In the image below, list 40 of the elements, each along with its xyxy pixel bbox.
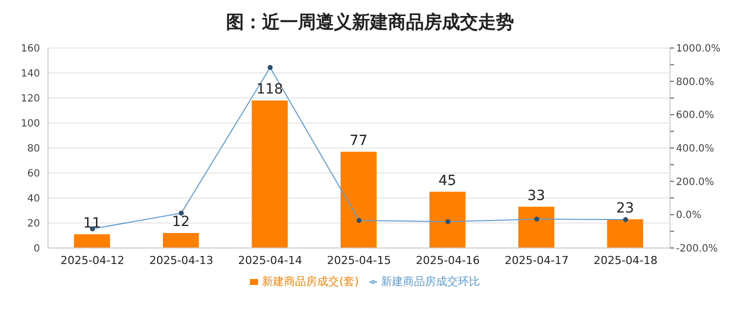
y2-tick-label: 600.0% <box>676 110 714 122</box>
y-tick-label: 140 <box>20 68 40 80</box>
bar <box>252 100 288 248</box>
y-tick-label: 40 <box>27 194 40 205</box>
y-tick-label: 100 <box>20 118 40 130</box>
data-label: 33 <box>527 188 546 204</box>
x-tick-label: 2025-04-12 <box>60 254 124 267</box>
y-tick-label: 80 <box>27 144 40 155</box>
y-tick-label: 0 <box>34 244 40 255</box>
x-tick-label: 2025-04-14 <box>238 254 302 267</box>
data-label: 12 <box>172 214 190 230</box>
y2-tick-label: -200.0% <box>676 244 718 255</box>
chart-title: 图：近一周遵义新建商品房成交走势 <box>225 11 515 35</box>
bar <box>340 152 377 248</box>
x-tick-label: 2025-04-18 <box>594 254 658 267</box>
y-tick-label: 60 <box>27 168 40 180</box>
y-tick-label: 160 <box>20 44 40 55</box>
y2-tick-label: 800.0% <box>676 76 714 88</box>
x-tick-label: 2025-04-17 <box>504 254 569 267</box>
data-label: 118 <box>256 82 284 98</box>
bar <box>162 233 199 248</box>
y-tick-label: 120 <box>20 94 40 105</box>
x-tick-label: 2025-04-16 <box>416 254 480 267</box>
y2-tick-label: 1000.0% <box>676 44 720 55</box>
y2-tick-label: 0.0% <box>676 210 702 222</box>
y2-tick-label: 200.0% <box>676 176 714 188</box>
x-tick-label: 2025-04-13 <box>149 254 214 267</box>
bar <box>607 219 644 248</box>
y2-tick-label: 400.0% <box>676 144 714 155</box>
data-label: 45 <box>438 172 456 189</box>
data-label: 11 <box>83 215 101 232</box>
y-tick-label: 20 <box>27 218 40 230</box>
data-label: 23 <box>616 200 634 216</box>
legend-label: 新建商品房成交环比 <box>380 275 480 288</box>
bar <box>518 206 554 248</box>
bar <box>74 234 110 248</box>
legend-label: 新建商品房成交(套) <box>262 275 359 288</box>
bar <box>429 192 466 248</box>
x-tick-label: 2025-04-15 <box>327 254 391 267</box>
data-label: 77 <box>350 132 368 149</box>
